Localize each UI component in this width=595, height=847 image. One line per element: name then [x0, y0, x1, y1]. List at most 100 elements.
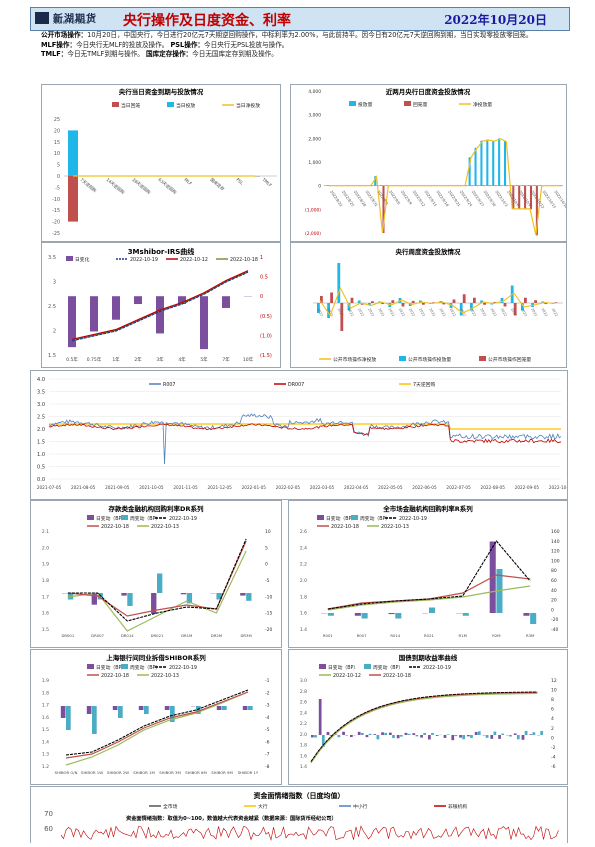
tick-label: 10 [54, 151, 60, 157]
tick-label: 2.0 [300, 732, 307, 738]
bar-week-change [66, 706, 71, 730]
tick-label: -1 [265, 678, 270, 684]
bar-week-change [478, 731, 481, 735]
legend-label: 2022-10-13 [151, 524, 179, 530]
report-date: 2022年10月20日 [444, 11, 547, 28]
bar-day-change [181, 593, 186, 594]
bar-day-change [373, 734, 376, 735]
bar-day-change [165, 706, 170, 710]
tick-label: 60 [551, 578, 557, 584]
bar-withdraw [463, 294, 466, 303]
bar-withdraw [453, 300, 456, 304]
legend-label: 大行 [258, 803, 268, 810]
legend-label: 周变动（BP） [373, 664, 403, 671]
bar-day-change [113, 706, 118, 710]
x-tick-label: 2022-02-05 [276, 485, 301, 490]
tick-label: 4,000 [308, 89, 321, 95]
bar-day-change [490, 735, 493, 739]
bar-week-change [533, 732, 536, 735]
tick-label: 0 [551, 607, 554, 613]
tick-label: -6 [265, 739, 270, 745]
tick-label: 1.6 [42, 611, 49, 617]
bar-inject [486, 140, 488, 186]
x-tick-label: DR021 [151, 633, 164, 638]
bar-week-change [429, 608, 435, 614]
x-tick-label: 63天逆回购 [157, 176, 178, 196]
tick-label: 3.5 [37, 390, 45, 396]
tick-label: 2.0 [42, 545, 49, 551]
legend-swatch [479, 356, 486, 361]
tick-label: 1.6 [300, 753, 307, 759]
bar-day-change [311, 735, 314, 737]
note-omo: 公开市场操作：10月20日，中国央行，今日进行20亿元7天期逆回购操作，中标利率… [41, 31, 566, 41]
legend-label: 公开市场操作回笼量 [488, 356, 531, 363]
bar-day-change [217, 706, 222, 710]
bar-week-change [369, 734, 372, 735]
x-tick-label: DR007 [91, 633, 104, 638]
tick-label: (0.5) [260, 314, 272, 320]
tick-label: (1.5) [260, 353, 272, 359]
page-title: 央行操作及日度资金、利率 [123, 10, 291, 30]
bar-week-change [455, 735, 458, 736]
tick-label: -6 [551, 764, 556, 770]
tick-label: 1.3 [42, 752, 49, 758]
legend-label: 2022-10-19 [423, 665, 451, 671]
legend-label: 投放量 [358, 101, 373, 108]
bar-withdraw [391, 300, 394, 303]
bar-day-change [397, 735, 400, 738]
bar-week-change [462, 735, 465, 739]
bar-week-change [314, 735, 317, 738]
bar-day-change [475, 732, 478, 735]
x-tick-label: 2021-09-05 [105, 485, 130, 490]
tick-label: 0.0 [37, 477, 45, 483]
x-tick-label: R021 [424, 633, 434, 638]
bar-week-change [248, 706, 253, 710]
x-tick-label: 2022 [377, 308, 385, 317]
x-tick-label: DR3M [241, 633, 252, 638]
x-tick-label: 2022 [449, 308, 457, 317]
bar-withdraw [473, 298, 476, 303]
x-tick-label: 2022 [418, 308, 426, 317]
tick-label: 1.6 [42, 715, 49, 721]
bar-week-change [423, 733, 426, 735]
tick-label: 12 [551, 678, 557, 684]
x-tick-label: 7年 [222, 356, 230, 363]
bar-week-change [222, 706, 227, 710]
tick-label: 1.8 [300, 743, 307, 749]
bar-week-change [501, 734, 504, 735]
chart-title: 上海银行间同业拆借SHIBOR系列 [106, 653, 206, 662]
bar-day-change [319, 699, 322, 735]
x-tick-label: 0.75年 [87, 356, 102, 363]
bar-change [156, 296, 164, 333]
tick-label: -4 [551, 754, 556, 760]
bar-withdraw [412, 301, 415, 303]
legend-label: 7天逆回购 [413, 381, 435, 388]
x-tick-label: 0.5年 [66, 356, 78, 363]
bar-day-change [92, 593, 97, 605]
tick-label: (2,000) [305, 231, 321, 237]
x-tick-label: PSL [235, 177, 244, 186]
tick-label: 0.5 [260, 275, 268, 281]
bar-withdraw [422, 303, 425, 305]
x-tick-label: R014 [390, 633, 400, 638]
tick-label: 2.4 [300, 710, 307, 716]
legend-label: 回笼量 [413, 101, 428, 108]
bar-week-change [494, 732, 497, 735]
report-header: 新湖期货 XINHU FUTURES 央行操作及日度资金、利率 2022年10月… [30, 7, 570, 31]
legend-swatch [351, 515, 358, 520]
x-tick-label: 2022 [530, 308, 538, 317]
x-tick-label: SHIBOR 1Y [238, 770, 259, 775]
tick-label: 2,000 [308, 136, 321, 142]
logo: 新湖期货 XINHU FUTURES [35, 10, 115, 28]
legend-swatch [399, 356, 406, 361]
x-tick-label: 2022-09-05 [515, 485, 540, 490]
tick-label: 2.0 [37, 427, 45, 433]
bar-day-change [498, 735, 501, 739]
tick-label: 2.5 [37, 415, 45, 421]
x-tick-label: R001 [323, 633, 333, 638]
legend-swatch [112, 102, 119, 107]
x-tick-label: 10年 [243, 356, 254, 363]
bar-week-change [384, 733, 387, 735]
